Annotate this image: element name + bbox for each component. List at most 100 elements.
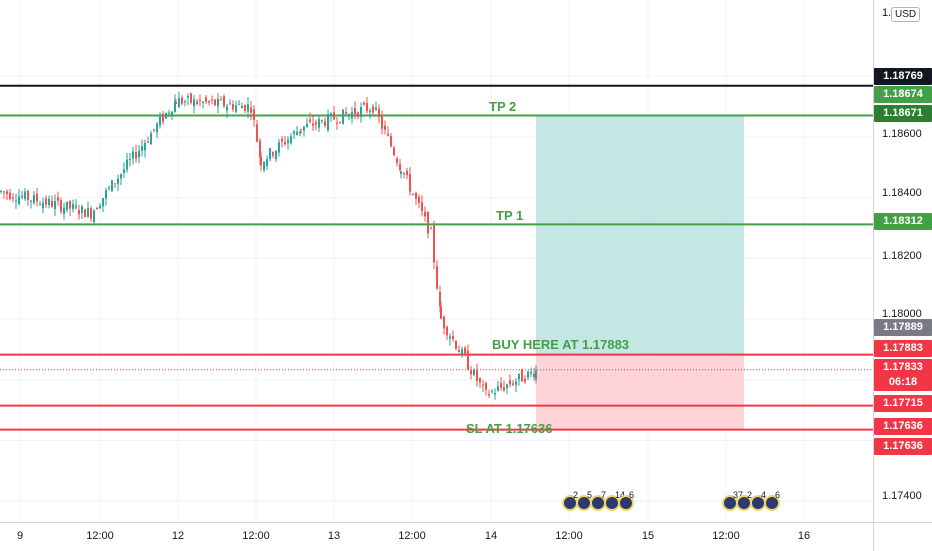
candle-body <box>78 210 80 215</box>
candle-body <box>491 391 493 393</box>
candle-body <box>497 386 499 391</box>
candle-body <box>399 164 401 170</box>
candle-body <box>500 383 502 388</box>
candle-body <box>24 191 26 199</box>
candle-body <box>452 336 454 340</box>
candle-body <box>467 350 469 370</box>
candle-body <box>336 122 338 124</box>
candle-body <box>126 159 128 170</box>
candle-body <box>120 174 122 179</box>
candle-body <box>303 126 305 131</box>
time-tick: 14 <box>484 530 498 542</box>
candle-body <box>479 378 481 383</box>
event-count: 5 <box>587 490 593 500</box>
price-tag-stop-loss-2: 1.17636 <box>874 438 932 455</box>
candle-body <box>269 148 271 159</box>
candle-body <box>247 104 249 112</box>
candle-body <box>96 208 98 210</box>
candle-body <box>436 265 438 289</box>
price-tag-tp2-high: 1.18674 <box>874 86 932 103</box>
candle-body <box>159 116 161 126</box>
price-tick: 1.18600 <box>882 128 922 140</box>
candle-body <box>51 201 53 207</box>
candle-body <box>440 306 442 319</box>
candle-body <box>363 102 365 105</box>
candle-body <box>427 211 429 234</box>
price-chart[interactable] <box>0 0 873 522</box>
candle-body <box>30 200 32 202</box>
candle-body <box>476 369 478 381</box>
candle-body <box>433 225 435 263</box>
candle-body <box>482 384 484 386</box>
candle-body <box>339 121 341 123</box>
candle-body <box>111 180 113 192</box>
time-tick: 16 <box>797 530 811 542</box>
chart-area[interactable]: TP 2 TP 1 BUY HERE AT 1.17883 SL AT 1.17… <box>0 0 873 522</box>
time-axis[interactable]: 9 12:00 12 12:00 13 12:00 14 12:00 15 12… <box>0 522 873 551</box>
candle-body <box>524 378 526 382</box>
candle-body <box>18 196 20 205</box>
price-tag-tp2: 1.18671 <box>874 105 932 122</box>
candle-body <box>45 198 47 205</box>
candle-body <box>102 198 104 207</box>
candle-body <box>75 205 77 208</box>
candle-body <box>409 173 411 192</box>
candle-body <box>42 202 44 209</box>
time-tick: 15 <box>641 530 655 542</box>
price-tag-entry: 1.17883 <box>874 340 932 357</box>
candle-body <box>293 131 295 134</box>
candle-body <box>535 370 537 380</box>
candle-body <box>223 96 225 107</box>
candle-body <box>132 151 134 159</box>
candle-body <box>415 193 417 199</box>
candle-body <box>147 141 149 143</box>
price-axis[interactable]: 1.1 1.18600 1.18400 1.18200 1.18000 1.17… <box>873 0 932 522</box>
candle-body <box>387 133 389 136</box>
candle-body <box>181 97 183 104</box>
candle-body <box>421 202 423 212</box>
candle-body <box>232 103 234 110</box>
price-tag-stop-loss: 1.17636 <box>874 418 932 435</box>
candle-body <box>321 120 323 122</box>
candle-body <box>208 101 210 103</box>
candle-body <box>156 123 158 133</box>
tp1-annotation: TP 1 <box>496 208 524 223</box>
candle-body <box>470 370 472 375</box>
event-count: 6 <box>775 490 781 500</box>
candle-body <box>229 103 231 105</box>
profit-zone <box>536 115 744 355</box>
candle-body <box>309 119 311 122</box>
candle-body <box>187 96 189 98</box>
time-tick: 13 <box>327 530 341 542</box>
candle-body <box>275 150 277 160</box>
candle-body <box>141 146 143 151</box>
candle-body <box>464 347 466 356</box>
candle-body <box>178 98 180 108</box>
candle-body <box>390 135 392 147</box>
candle-body <box>27 190 29 201</box>
event-flag-icon[interactable] <box>764 495 780 511</box>
price-tag-mid: 1.17715 <box>874 395 932 412</box>
candle-body <box>327 114 329 131</box>
candle-body <box>196 101 198 105</box>
price-tick: 1.18400 <box>882 187 922 199</box>
candle-body <box>345 111 347 114</box>
candle-body <box>117 178 119 185</box>
candle-body <box>81 206 83 213</box>
time-tick: 12:00 <box>712 530 740 542</box>
candle-body <box>357 112 359 117</box>
sl-annotation: SL AT 1.17636 <box>466 421 553 436</box>
price-tag-current: 1.17833 <box>874 359 932 376</box>
candle-body <box>165 112 167 119</box>
event-flag-icon[interactable] <box>618 495 634 511</box>
candle-body <box>449 336 451 339</box>
event-count: 2 <box>747 490 753 500</box>
candle-body <box>135 151 137 159</box>
loss-zone <box>536 354 744 430</box>
candle-body <box>244 104 246 112</box>
candle-body <box>72 204 74 210</box>
candle-body <box>378 108 380 118</box>
candle-body <box>175 102 177 104</box>
currency-badge[interactable]: USD <box>891 7 921 22</box>
candle-body <box>439 292 441 307</box>
